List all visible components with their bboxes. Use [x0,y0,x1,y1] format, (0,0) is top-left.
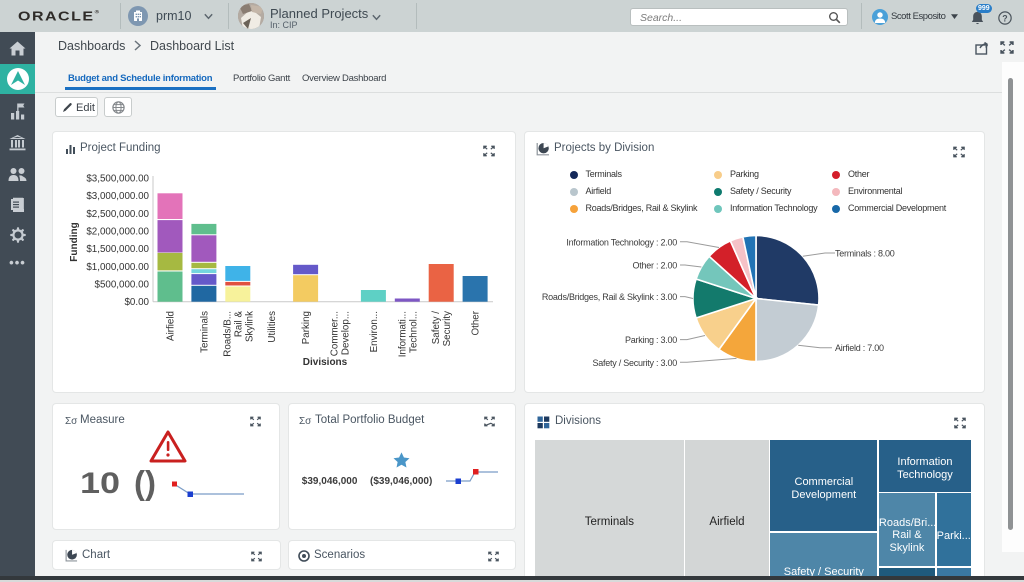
svg-text:Security: Security [442,311,453,346]
svg-text:Roads/Bridges, Rail & Skylink: Roads/Bridges, Rail & Skylink : 3.00 [542,292,677,302]
svg-text:Airfield: Airfield [166,311,177,341]
svg-text:Information Technology : 2.00: Information Technology : 2.00 [566,237,677,247]
svg-text:Parking : 3.00: Parking : 3.00 [625,335,677,345]
svg-text:Technol...: Technol... [408,311,419,353]
svg-text:Safety /: Safety / [431,311,442,344]
svg-text:Other: Other [471,310,482,335]
svg-text:Commer...: Commer... [330,311,341,356]
svg-text:Funding: Funding [69,222,80,261]
svg-text:Other : 2.00: Other : 2.00 [632,261,677,271]
svg-text:$0.00: $0.00 [124,297,149,308]
svg-text:$1,000,000.00: $1,000,000.00 [86,262,149,273]
svg-text:Airfield : 7.00: Airfield : 7.00 [835,343,884,353]
svg-text:$3,000,000.00: $3,000,000.00 [86,191,149,202]
svg-text:$1,500,000.00: $1,500,000.00 [86,244,149,255]
svg-text:?: ? [1002,13,1007,23]
svg-text:Divisions: Divisions [303,357,348,368]
svg-text:Utilities: Utilities [267,311,278,343]
svg-text:Skylink: Skylink [244,311,255,342]
svg-text:Informati...: Informati... [397,311,408,357]
svg-text:$2,500,000.00: $2,500,000.00 [86,209,149,220]
svg-text:Rail &: Rail & [233,311,244,338]
svg-text:$2,000,000.00: $2,000,000.00 [86,227,149,238]
svg-text:Safety / Security : 3.00: Safety / Security : 3.00 [592,358,677,368]
svg-text:Roads/B...: Roads/B... [222,311,233,357]
svg-text:Parking: Parking [301,311,312,344]
svg-text:$3,500,000.00: $3,500,000.00 [86,174,149,185]
svg-text:Terminals: Terminals [199,311,210,353]
svg-text:Develop...: Develop... [341,311,352,355]
svg-text:Environ...: Environ... [369,311,380,352]
svg-text:Terminals : 8.00: Terminals : 8.00 [835,249,895,259]
svg-text:$500,000.00: $500,000.00 [95,280,150,291]
